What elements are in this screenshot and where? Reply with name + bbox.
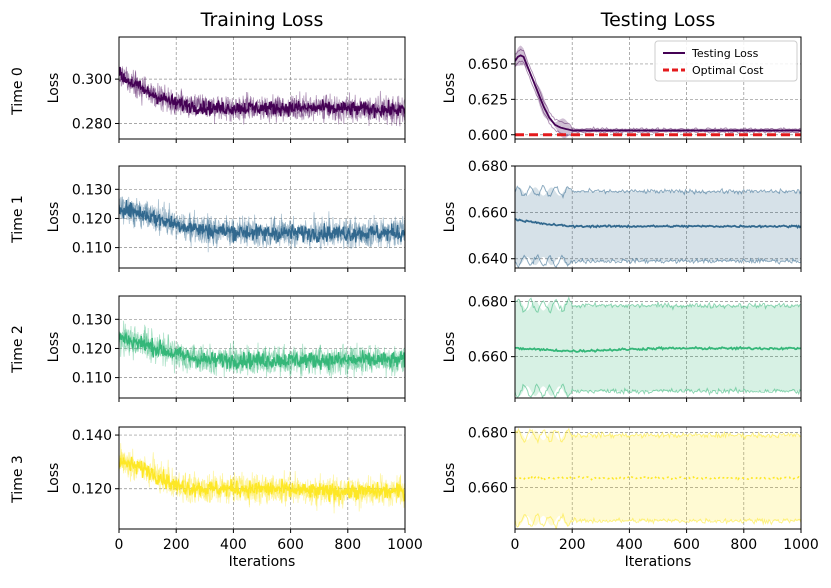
legend-label-testing: Testing Loss: [691, 47, 759, 60]
y-tick-label: 0.120: [72, 482, 112, 498]
y-axis-label: Loss: [442, 73, 458, 104]
y-tick-label: 0.600: [468, 128, 508, 144]
y-tick-label: 0.650: [468, 57, 508, 73]
testing-mean-line: [515, 218, 801, 229]
testing-run-trace: [515, 427, 801, 445]
axes-frame: [118, 36, 406, 140]
x-tick-label: 400: [220, 537, 247, 553]
y-tick-label: 0.660: [468, 350, 508, 366]
y-axis-label: Loss: [442, 202, 458, 233]
legend: Testing Loss Optimal Cost: [654, 40, 798, 82]
y-tick-label: 0.120: [72, 211, 112, 227]
panel-training-time-2: 0.110 0.120 0.130 Loss: [46, 295, 406, 402]
plot-area: [119, 443, 405, 514]
testing-run-trace: [515, 253, 801, 268]
plot-area: [515, 427, 801, 529]
training-mean-line: [119, 199, 405, 243]
y-tick-label: 0.130: [72, 182, 112, 198]
y-axis-label: Loss: [442, 463, 458, 494]
y-tick-label: 0.680: [468, 426, 508, 442]
x-tick-label: 200: [559, 537, 586, 553]
y-tick-label: 0.130: [72, 312, 112, 328]
x-tick-label: 1000: [387, 537, 423, 553]
testing-confidence-band: [515, 45, 801, 139]
panel-testing-time-1: 0.640 0.660 0.680 Loss: [442, 159, 802, 272]
panel-training-time-0: 0.280 0.300 Loss: [46, 36, 406, 143]
x-tick-label: 1000: [783, 537, 819, 553]
axes-frame: [514, 165, 802, 269]
axes-frame: [514, 295, 802, 399]
testing-run-trace: [515, 296, 801, 314]
y-axis-label: Loss: [46, 463, 62, 494]
panel-training-time-1: 0.110 0.120 0.130 Loss: [46, 165, 406, 272]
training-mean-line: [119, 66, 405, 119]
legend-box: [654, 40, 798, 82]
x-tick-label: 600: [673, 537, 700, 553]
row-label-time-1: Time 1: [10, 195, 26, 244]
x-axis-label: Iterations: [229, 554, 296, 570]
axes-frame: [118, 295, 406, 399]
panel-testing-time-2: 0.660 0.680 Loss: [442, 295, 802, 402]
x-tick-label: 600: [277, 537, 304, 553]
y-axis-label: Loss: [46, 332, 62, 363]
x-tick-label: 0: [511, 537, 520, 553]
y-axis-label: Loss: [46, 202, 62, 233]
testing-mean-line: [515, 474, 801, 481]
axes-frame: [118, 165, 406, 269]
y-tick-label: 0.680: [468, 159, 508, 175]
axes-frame: [514, 426, 802, 530]
y-tick-label: 0.625: [468, 92, 508, 108]
y-tick-label: 0.140: [72, 428, 112, 444]
testing-loss-column-title: Testing Loss: [600, 9, 716, 31]
legend-label-optimal: Optimal Cost: [692, 64, 764, 77]
x-tick-label: 200: [163, 537, 190, 553]
plot-area: [515, 296, 801, 398]
row-label-time-3: Time 3: [10, 455, 26, 504]
x-tick-label: 800: [730, 537, 757, 553]
panel-testing-time-0: 0.600 0.625 0.650 Loss Testing Loss Optimal C…: [442, 36, 802, 144]
testing-run-trace: [515, 184, 801, 200]
y-tick-label: 0.660: [468, 481, 508, 497]
row-label-time-2: Time 2: [10, 325, 26, 374]
training-run-trace: [119, 197, 405, 253]
x-tick-label: 800: [334, 537, 361, 553]
y-tick-label: 0.280: [72, 116, 112, 132]
row-label-time-0: Time 0: [10, 67, 26, 116]
y-axis-label: Loss: [442, 332, 458, 363]
y-tick-label: 0.110: [72, 241, 112, 257]
y-tick-label: 0.640: [468, 252, 508, 268]
plot-area: [119, 66, 405, 127]
y-axis-label: Loss: [46, 73, 62, 104]
x-tick-label: 400: [616, 537, 643, 553]
plot-area: [515, 184, 801, 268]
training-mean-line: [119, 456, 405, 502]
panel-testing-time-3: 0 200 400 600 800 1000 0.660 0.680 Loss Iteration…: [442, 426, 819, 570]
y-tick-label: 0.660: [468, 205, 508, 221]
testing-run-trace: [515, 383, 801, 398]
y-tick-label: 0.120: [72, 341, 112, 357]
y-tick-label: 0.300: [72, 72, 112, 88]
plot-area: [119, 320, 405, 379]
y-tick-label: 0.680: [468, 295, 508, 311]
training-loss-column-title: Training Loss: [200, 9, 324, 31]
axes-frame: [118, 426, 406, 530]
x-tick-label: 0: [115, 537, 124, 553]
testing-run-trace: [515, 512, 801, 529]
panel-training-time-3: 0 200 400 600 800 1000 0.120 0.140 Loss Iteration…: [46, 426, 423, 570]
axes-frame: [514, 36, 802, 140]
x-axis-label: Iterations: [625, 554, 692, 570]
plot-area: [515, 45, 801, 139]
training-mean-line: [119, 331, 405, 371]
testing-mean-line: [515, 345, 801, 353]
testing-loss-line: [515, 54, 801, 132]
training-run-trace: [119, 196, 405, 250]
y-tick-label: 0.110: [72, 371, 112, 387]
plot-area: [119, 196, 405, 253]
